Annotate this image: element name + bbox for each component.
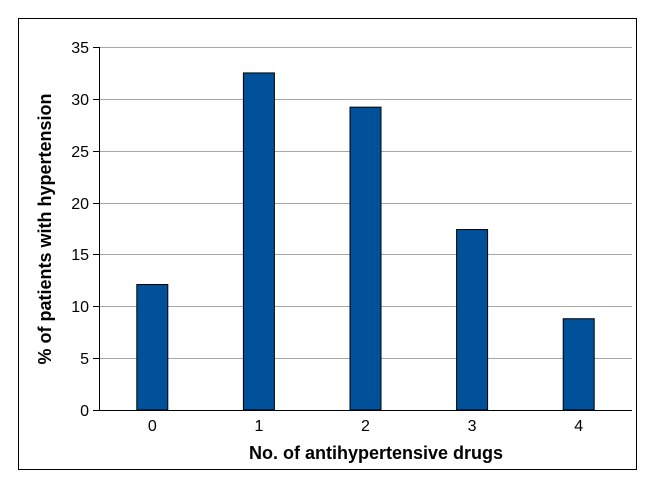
bar [349, 106, 382, 411]
y-tick-label: 25 [71, 144, 89, 161]
y-tick-label: 10 [71, 299, 89, 316]
x-tick-label: 3 [468, 418, 477, 435]
y-tick-label: 35 [71, 40, 89, 57]
bar [242, 72, 275, 411]
y-axis-title: % of patients with hypertension [35, 93, 55, 364]
axes [93, 47, 632, 411]
x-tick-label: 2 [361, 418, 370, 435]
bars [136, 72, 595, 411]
x-tick-label: 0 [148, 418, 157, 435]
chart-frame [18, 18, 637, 470]
x-tick-label: 4 [574, 418, 583, 435]
y-tick-label: 0 [80, 403, 89, 420]
y-tick-label: 15 [71, 247, 89, 264]
y-tick-label: 20 [71, 196, 89, 213]
y-tick-label: 30 [71, 92, 89, 109]
bar [562, 318, 595, 411]
x-tick-labels: 0 1 2 3 4 [148, 418, 583, 435]
x-tick-label: 1 [254, 418, 263, 435]
gridlines [99, 47, 632, 359]
y-tick-labels: 0 5 10 15 20 25 30 35 [71, 40, 89, 420]
x-axis-title: No. of antihypertensive drugs [249, 443, 503, 463]
bar [456, 229, 489, 411]
y-tick-label: 5 [80, 351, 89, 368]
bar [136, 284, 169, 411]
